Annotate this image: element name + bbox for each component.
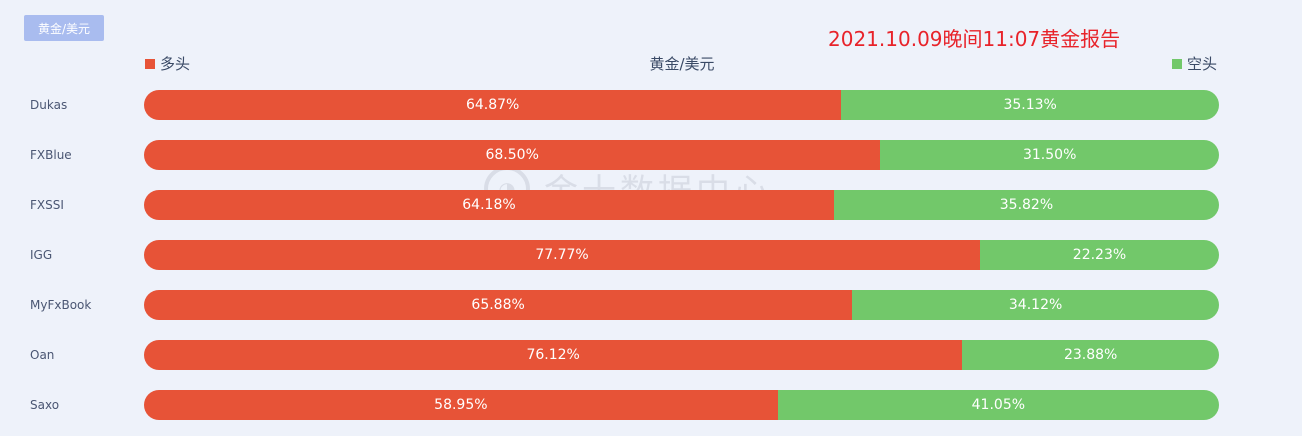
row-label: FXBlue <box>30 148 72 162</box>
legend-short-label: 空头 <box>1187 55 1218 73</box>
bar-short[interactable]: 31.50% <box>880 140 1219 170</box>
bar-short[interactable]: 35.13% <box>841 90 1219 120</box>
legend-long: 多头 <box>145 53 190 74</box>
row-label: MyFxBook <box>30 298 92 312</box>
bar-row[interactable]: 58.95% 41.05% <box>144 390 1219 420</box>
bar-short[interactable]: 35.82% <box>833 190 1219 220</box>
bar-long[interactable]: 76.12% <box>144 340 963 370</box>
legend-long-label: 多头 <box>160 55 191 73</box>
bar-row[interactable]: 76.12% 23.88% <box>144 340 1219 370</box>
bar-row[interactable]: 77.77% 22.23% <box>144 240 1219 270</box>
bar-short[interactable]: 22.23% <box>980 240 1219 270</box>
bar-row[interactable]: 65.88% 34.12% <box>144 290 1219 320</box>
bar-short[interactable]: 23.88% <box>962 340 1219 370</box>
bar-short[interactable]: 34.12% <box>852 290 1219 320</box>
bar-row[interactable]: 68.50% 31.50% <box>144 140 1219 170</box>
bar-long[interactable]: 64.18% <box>144 190 834 220</box>
bar-long[interactable]: 68.50% <box>144 140 881 170</box>
bar-long[interactable]: 65.88% <box>144 290 853 320</box>
row-label: Saxo <box>30 398 60 412</box>
bar-row[interactable]: 64.87% 35.13% <box>144 90 1219 120</box>
row-label: IGG <box>30 248 53 262</box>
report-title: 2021.10.09晚间11:07黄金报告 <box>828 27 1121 51</box>
bar-long[interactable]: 64.87% <box>144 90 842 120</box>
bar-long[interactable]: 77.77% <box>144 240 981 270</box>
bar-long[interactable]: 58.95% <box>144 390 778 420</box>
legend-long-swatch <box>145 58 155 69</box>
row-label: Dukas <box>30 98 68 112</box>
chart-title: 黄金/美元 <box>649 55 715 73</box>
legend-short-swatch <box>1172 58 1182 69</box>
row-label: FXSSI <box>30 198 64 212</box>
bar-row[interactable]: 64.18% 35.82% <box>144 190 1219 220</box>
row-label: Oan <box>30 348 55 362</box>
legend-short: 空头 <box>1172 53 1217 74</box>
instrument-tag[interactable]: 黄金/美元 <box>24 15 104 41</box>
bar-short[interactable]: 41.05% <box>777 390 1219 420</box>
